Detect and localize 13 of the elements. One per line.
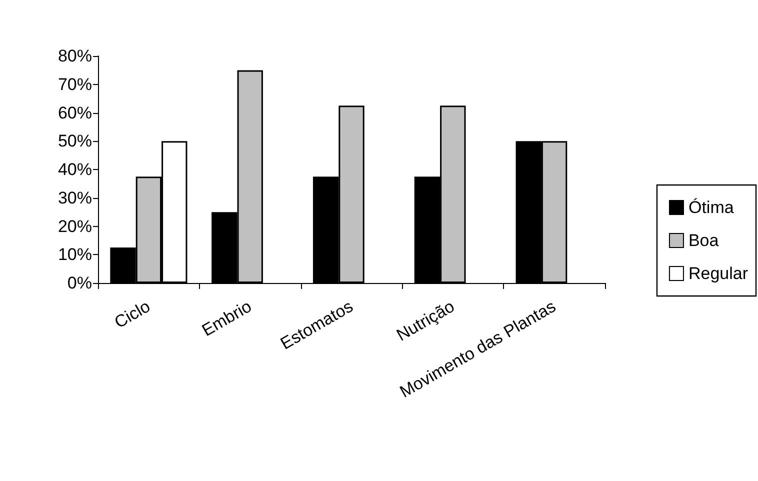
y-tick-label: 70% [58,74,92,94]
y-tick-label: 50% [58,132,92,151]
y-tick-label: 20% [58,216,92,236]
y-tick-label: 60% [58,103,92,122]
legend-label: Boa [688,231,720,250]
y-tick-label: 80% [58,46,92,66]
y-tick-label: 10% [58,245,92,264]
y-tick-label: 0% [67,274,92,292]
legend-label: Ótima [688,198,734,217]
y-tick-label: 30% [58,188,92,208]
x-tick-label: Ciclo [111,296,154,332]
legend-label: Regular [688,264,748,283]
y-tick-label: 40% [58,160,92,179]
